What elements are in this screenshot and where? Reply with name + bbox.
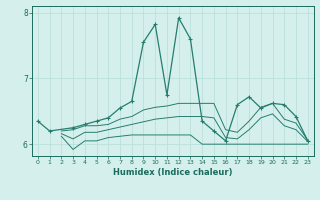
X-axis label: Humidex (Indice chaleur): Humidex (Indice chaleur) — [113, 168, 233, 177]
